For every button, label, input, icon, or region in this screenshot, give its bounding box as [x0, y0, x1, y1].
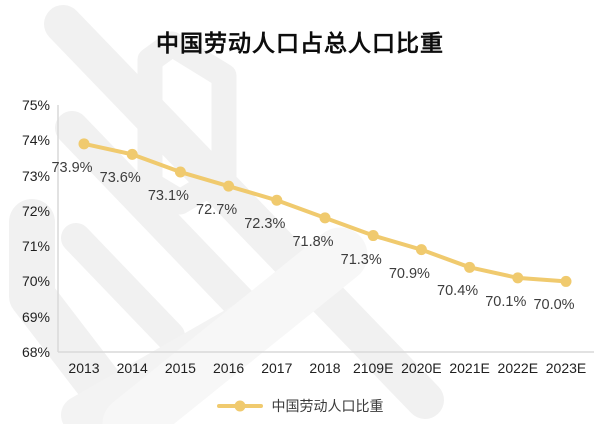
- data-point: [560, 275, 572, 287]
- x-axis-tick-label: 2017: [261, 360, 293, 376]
- x-axis-tick-label: 2021E: [449, 360, 490, 376]
- x-axis-tick-label: 2022E: [497, 360, 539, 376]
- data-point-label: 72.3%: [244, 216, 286, 233]
- data-point-label: 73.1%: [147, 188, 189, 205]
- data-point: [367, 230, 379, 242]
- legend: 中国劳动人口比重: [0, 396, 600, 416]
- data-point: [126, 148, 138, 160]
- data-point-label: 71.8%: [292, 233, 334, 250]
- y-axis-tick-label: 68%: [21, 344, 50, 360]
- data-point-label: 71.3%: [340, 251, 382, 268]
- data-point: [223, 180, 235, 192]
- data-point: [174, 166, 186, 178]
- data-point-label: 73.9%: [51, 159, 93, 176]
- x-axis-tick-label: 2018: [309, 360, 341, 376]
- data-point: [319, 212, 331, 224]
- data-point-label: 70.1%: [485, 293, 527, 310]
- x-axis-tick-label: 2016: [213, 360, 245, 376]
- data-point: [464, 261, 476, 273]
- data-point-label: 70.0%: [533, 297, 575, 314]
- y-axis-tick-label: 74%: [21, 132, 50, 149]
- x-axis-tick-label: 2109E: [352, 360, 394, 376]
- y-axis-tick-label: 70%: [21, 273, 50, 290]
- data-point: [78, 138, 90, 150]
- data-point-label: 73.6%: [99, 170, 141, 187]
- y-axis-tick-label: 75%: [21, 97, 50, 113]
- x-axis-tick-label: 2013: [68, 360, 100, 376]
- chart-title: 中国劳动人口占总人口比重: [156, 30, 444, 56]
- legend-label: 中国劳动人口比重: [271, 398, 384, 414]
- y-axis-tick-label: 73%: [21, 167, 50, 184]
- legend-dot-icon: [234, 400, 245, 412]
- data-point-label: 70.9%: [388, 265, 430, 282]
- x-axis-tick-label: 2015: [164, 360, 196, 376]
- x-axis-tick-label: 2023E: [545, 360, 587, 376]
- x-axis-tick-label: 2014: [116, 360, 148, 376]
- data-point: [512, 272, 524, 284]
- data-point-label: 72.7%: [196, 202, 238, 219]
- data-point: [271, 194, 283, 206]
- data-point: [415, 244, 427, 256]
- data-point-label: 70.4%: [437, 283, 479, 300]
- y-axis-tick-label: 69%: [21, 308, 50, 325]
- legend-line-marker-icon: [216, 400, 263, 412]
- y-axis-tick-label: 72%: [21, 202, 50, 219]
- y-axis-tick-label: 71%: [21, 238, 50, 255]
- x-axis-tick-label: 2020E: [401, 360, 442, 376]
